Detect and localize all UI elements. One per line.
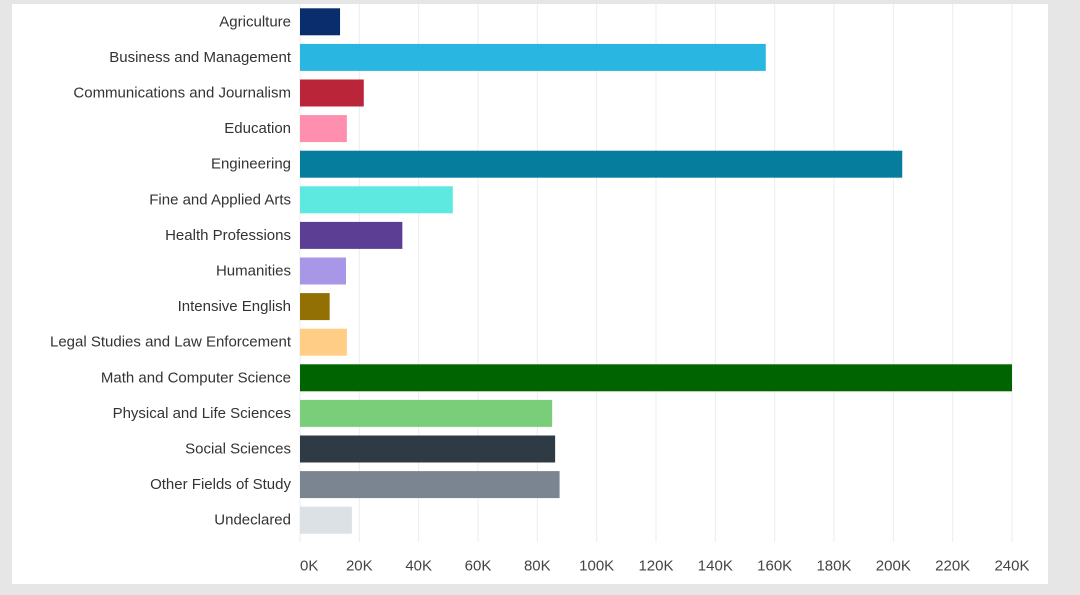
bar[interactable] [300, 471, 560, 499]
x-tick-label: 200K [876, 558, 911, 575]
x-tick-label: 60K [465, 558, 492, 575]
x-tick-label: 120K [638, 558, 673, 575]
category-label: Humanities [216, 263, 291, 280]
category-label: Communications and Journalism [73, 85, 291, 102]
x-tick-label: 160K [757, 558, 792, 575]
bar[interactable] [300, 115, 347, 143]
x-tick-label: 220K [935, 558, 970, 575]
x-tick-label: 80K [524, 558, 551, 575]
x-tick-label: 0K [300, 558, 318, 575]
x-tick-label: 140K [698, 558, 733, 575]
bar[interactable] [300, 186, 453, 214]
category-label: Social Sciences [185, 441, 291, 458]
bar[interactable] [300, 257, 346, 285]
category-label: Legal Studies and Law Enforcement [50, 334, 292, 351]
category-label: Business and Management [109, 49, 292, 66]
category-label: Engineering [211, 156, 291, 173]
category-label: Fine and Applied Arts [149, 191, 291, 208]
bar[interactable] [300, 435, 556, 463]
bar[interactable] [300, 399, 553, 427]
category-label: Undeclared [214, 512, 291, 529]
category-label: Other Fields of Study [150, 476, 291, 493]
bar[interactable] [300, 79, 364, 107]
bar[interactable] [300, 150, 903, 178]
bar[interactable] [300, 506, 352, 534]
chart-panel: Agriculture Business and Management Commun… [12, 4, 1048, 584]
bar[interactable] [300, 328, 347, 356]
x-tick-label: 40K [405, 558, 432, 575]
category-label: Education [224, 120, 291, 137]
category-label: Physical and Life Sciences [113, 405, 291, 422]
category-label: Math and Computer Science [101, 369, 291, 386]
x-tick-label: 240K [994, 558, 1029, 575]
bar-chart: Agriculture Business and Management Commun… [50, 4, 1030, 575]
bar[interactable] [300, 8, 341, 36]
x-tick-label: 100K [579, 558, 614, 575]
bar[interactable] [300, 364, 1012, 392]
bar[interactable] [300, 43, 766, 71]
bar[interactable] [300, 221, 403, 249]
bar[interactable] [300, 293, 330, 321]
category-label: Health Professions [165, 227, 291, 244]
x-tick-label: 20K [346, 558, 373, 575]
x-tick-label: 180K [816, 558, 851, 575]
category-label: Agriculture [219, 13, 291, 30]
category-label: Intensive English [178, 298, 291, 315]
